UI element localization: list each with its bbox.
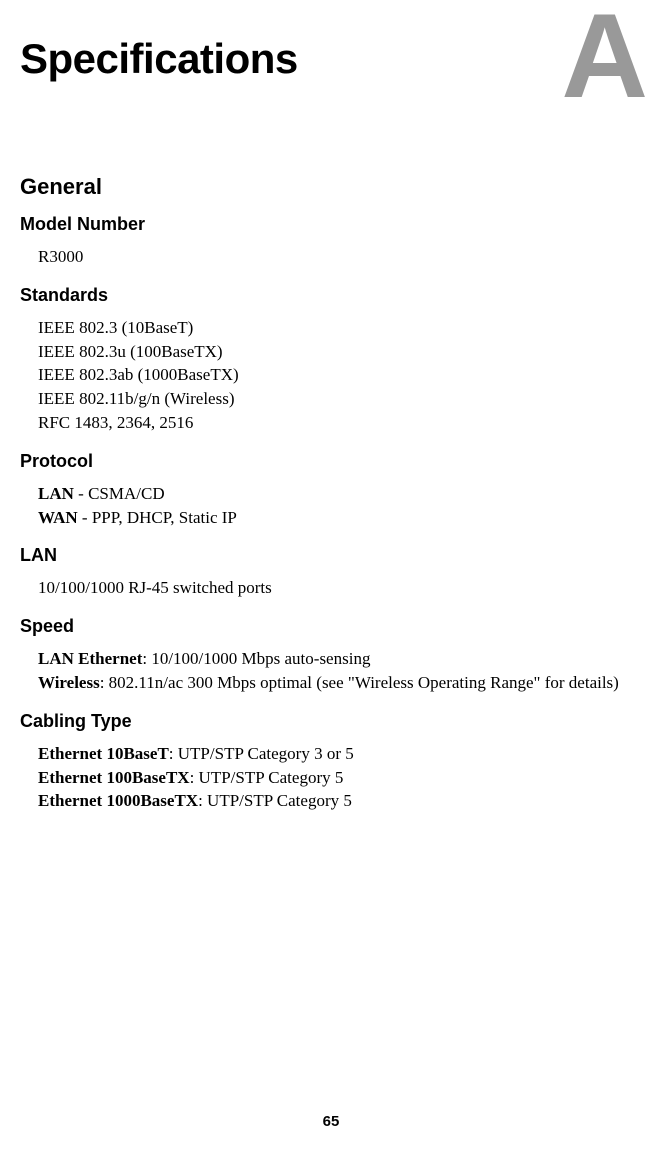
section-general-heading: General xyxy=(20,174,632,200)
protocol-lan: LAN - CSMA/CD xyxy=(38,482,632,506)
model-number-label: Model Number xyxy=(20,214,632,235)
standards-line: IEEE 802.11b/g/n (Wireless) xyxy=(38,387,632,411)
standards-line: IEEE 802.3ab (1000BaseTX) xyxy=(38,363,632,387)
cabling-label: Cabling Type xyxy=(20,711,632,732)
cabling-10baset: Ethernet 10BaseT: UTP/STP Category 3 or … xyxy=(38,742,632,766)
speed-block: LAN Ethernet: 10/100/1000 Mbps auto-sens… xyxy=(20,647,632,695)
speed-line1-rest: : 10/100/1000 Mbps auto-sensing xyxy=(142,649,370,668)
protocol-wan-rest: - PPP, DHCP, Static IP xyxy=(78,508,237,527)
standards-block: IEEE 802.3 (10BaseT) IEEE 802.3u (100Bas… xyxy=(20,316,632,435)
cabling-line1-bold: Ethernet 10BaseT xyxy=(38,744,169,763)
model-number-value: R3000 xyxy=(38,245,632,269)
model-number-block: R3000 xyxy=(20,245,632,269)
protocol-block: LAN - CSMA/CD WAN - PPP, DHCP, Static IP xyxy=(20,482,632,530)
appendix-letter: A xyxy=(561,8,642,104)
speed-line1-bold: LAN Ethernet xyxy=(38,649,142,668)
lan-block: 10/100/1000 RJ-45 switched ports xyxy=(20,576,632,600)
protocol-wan: WAN - PPP, DHCP, Static IP xyxy=(38,506,632,530)
cabling-line1-rest: : UTP/STP Category 3 or 5 xyxy=(169,744,354,763)
cabling-line3-bold: Ethernet 1000BaseTX xyxy=(38,791,198,810)
lan-label: LAN xyxy=(20,545,632,566)
cabling-line3-rest: : UTP/STP Category 5 xyxy=(198,791,352,810)
cabling-line2-rest: : UTP/STP Category 5 xyxy=(190,768,344,787)
page-number: 65 xyxy=(323,1113,340,1130)
page-header: Specifications A xyxy=(20,30,632,104)
page-title: Specifications xyxy=(20,35,298,83)
standards-label: Standards xyxy=(20,285,632,306)
speed-wireless: Wireless: 802.11n/ac 300 Mbps optimal (s… xyxy=(38,671,632,695)
cabling-1000basetx: Ethernet 1000BaseTX: UTP/STP Category 5 xyxy=(38,789,632,813)
cabling-line2-bold: Ethernet 100BaseTX xyxy=(38,768,190,787)
speed-line2-rest: : 802.11n/ac 300 Mbps optimal (see "Wire… xyxy=(100,673,619,692)
speed-label: Speed xyxy=(20,616,632,637)
speed-lan-ethernet: LAN Ethernet: 10/100/1000 Mbps auto-sens… xyxy=(38,647,632,671)
speed-line2-bold: Wireless xyxy=(38,673,100,692)
protocol-lan-rest: - CSMA/CD xyxy=(74,484,165,503)
standards-line: RFC 1483, 2364, 2516 xyxy=(38,411,632,435)
cabling-block: Ethernet 10BaseT: UTP/STP Category 3 or … xyxy=(20,742,632,813)
protocol-lan-bold: LAN xyxy=(38,484,74,503)
cabling-100basetx: Ethernet 100BaseTX: UTP/STP Category 5 xyxy=(38,766,632,790)
protocol-wan-bold: WAN xyxy=(38,508,78,527)
standards-line: IEEE 802.3 (10BaseT) xyxy=(38,316,632,340)
lan-value: 10/100/1000 RJ-45 switched ports xyxy=(38,576,632,600)
protocol-label: Protocol xyxy=(20,451,632,472)
standards-line: IEEE 802.3u (100BaseTX) xyxy=(38,340,632,364)
